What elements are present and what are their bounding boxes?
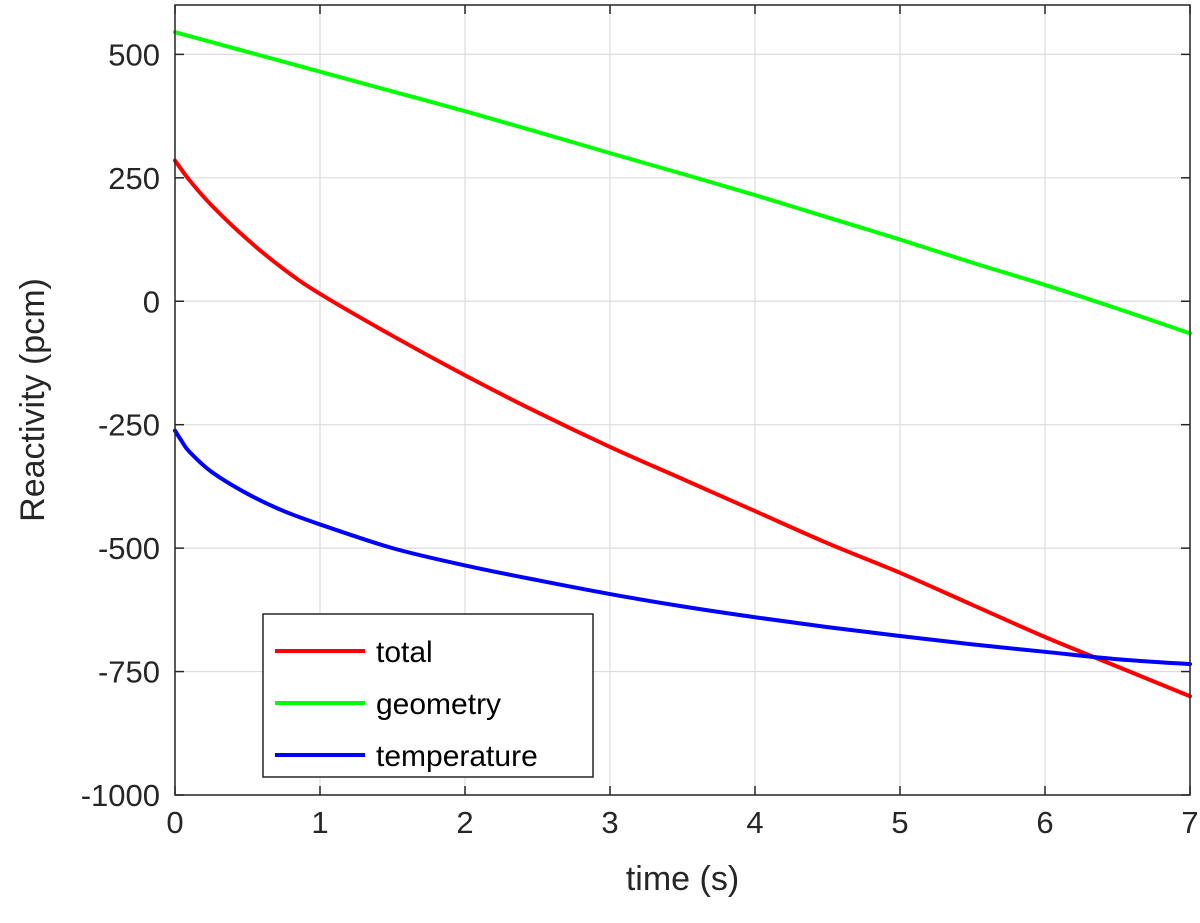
y-tick-label: -500 [98, 531, 160, 566]
x-tick-label: 7 [1181, 805, 1198, 840]
x-tick-label: 4 [746, 805, 763, 840]
plot-frame [174, 4, 1191, 796]
y-tick-label: 500 [108, 37, 160, 72]
series-line-temperature [173, 428, 1192, 667]
y-tick-label: 0 [143, 284, 160, 319]
legend: total geometry temperature [262, 613, 594, 778]
x-tick-label: 1 [311, 805, 328, 840]
series-line-total [173, 158, 1192, 699]
legend-box [262, 613, 594, 778]
y-tick-label: -250 [98, 408, 160, 443]
legend-label-temperature: temperature [376, 740, 538, 773]
grid [174, 5, 1191, 796]
series-group [173, 30, 1192, 699]
x-tick-label: 0 [166, 805, 183, 840]
x-tick-label: 5 [891, 805, 908, 840]
tick-labels: 0 1 2 3 4 5 6 7 -1000 -750 -500 -250 0 250 500 [81, 5, 1199, 840]
legend-label-geometry: geometry [376, 688, 501, 721]
y-tick-label: -1000 [81, 778, 160, 813]
x-axis-label: time (s) [626, 860, 739, 898]
y-axis-label: Reactivity (pcm) [14, 278, 52, 522]
y-tick-label: -750 [98, 655, 160, 690]
y-tick-label: 250 [108, 161, 160, 196]
x-tick-label: 2 [456, 805, 473, 840]
series-line-geometry [173, 30, 1192, 336]
legend-label-total: total [376, 636, 433, 669]
x-tick-label: 3 [601, 805, 618, 840]
x-tick-label: 6 [1036, 805, 1053, 840]
